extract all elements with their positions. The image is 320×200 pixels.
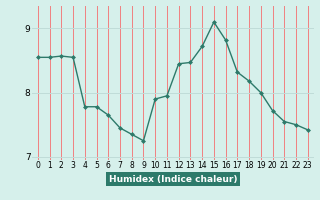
X-axis label: Humidex (Indice chaleur): Humidex (Indice chaleur) bbox=[108, 175, 237, 184]
